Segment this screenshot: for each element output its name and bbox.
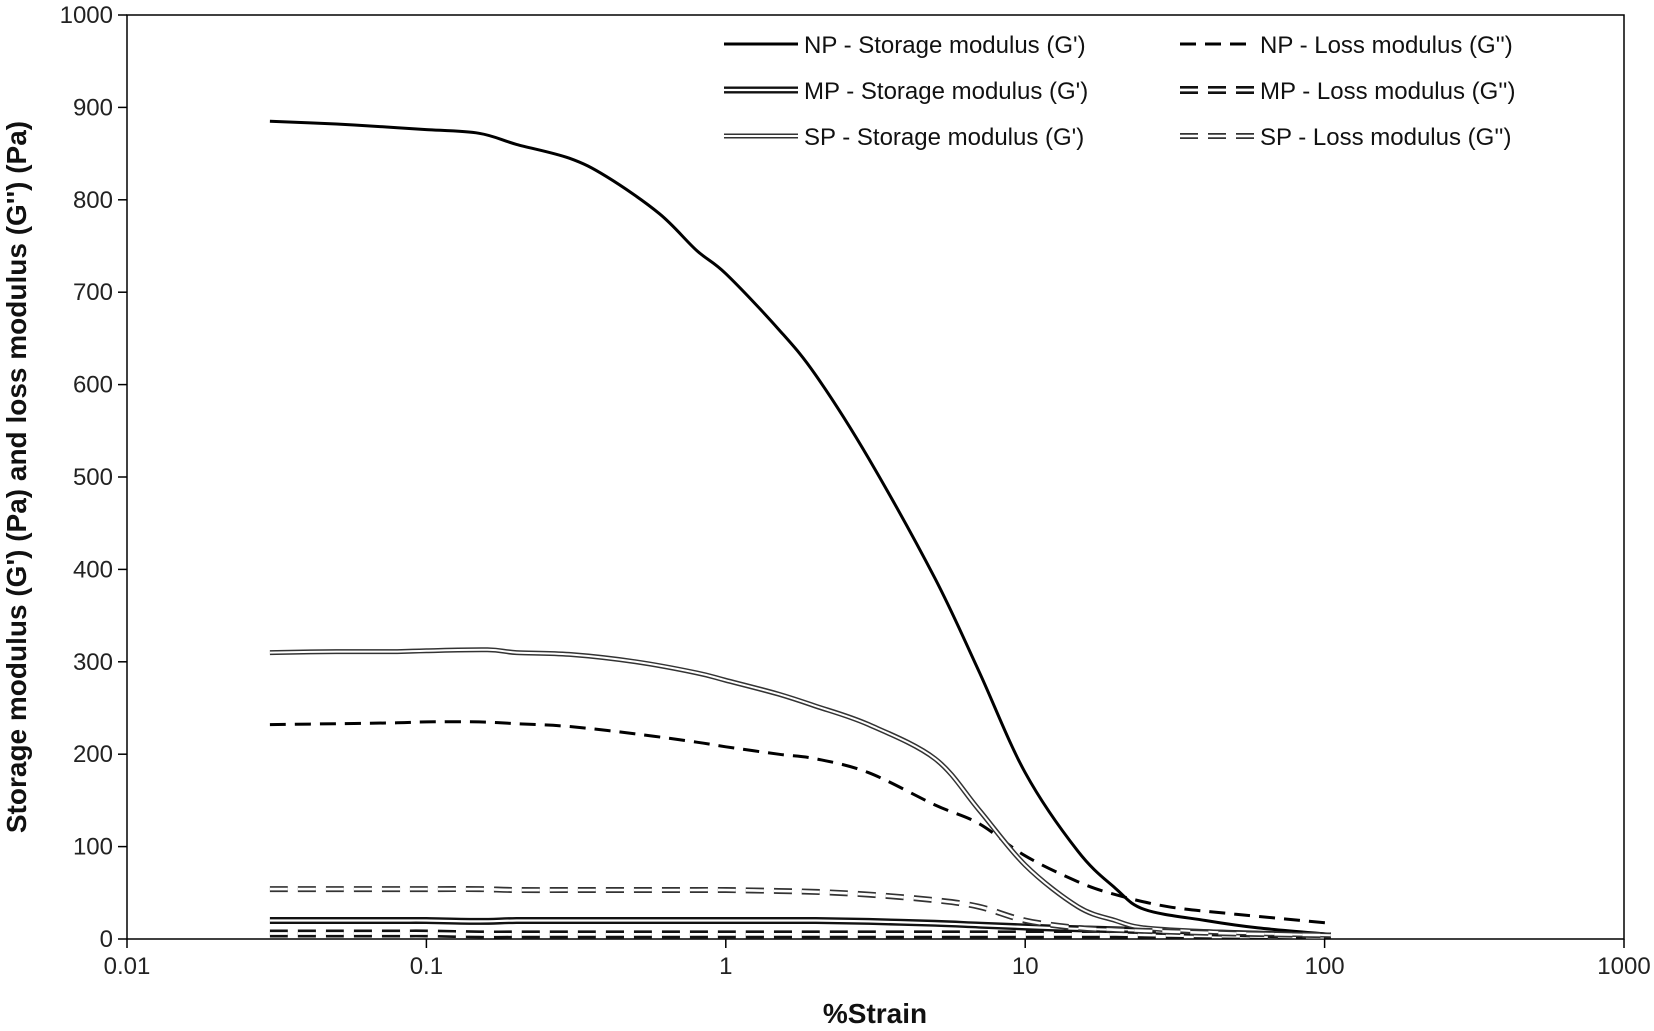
legend-label: NP - Loss modulus (G''): [1260, 32, 1513, 59]
y-tick-label: 800: [73, 187, 113, 214]
series-mp-loss-modulus-g: [269, 929, 1331, 939]
x-axis-title: %Strain: [823, 998, 927, 1029]
series-sp-loss-modulus-g-stroke: [269, 887, 1331, 937]
x-tick-label: 10: [1012, 953, 1039, 980]
series-layer: [269, 119, 1332, 939]
y-tick-label: 500: [73, 464, 113, 491]
legend-label: MP - Storage modulus (G'): [804, 78, 1088, 105]
x-axis: 0.01 0.1 1 10 100 1000: [104, 939, 1651, 980]
y-tick-label: 900: [73, 94, 113, 121]
y-axis: 0 100 200 300 400 500 600 700 800 900 1000: [60, 2, 127, 953]
series-np-loss-modulus-g-stroke: [269, 720, 1332, 925]
series-sp-loss-modulus-g: [269, 886, 1331, 939]
x-tick-label: 0.1: [410, 953, 443, 980]
y-tick-label: 700: [73, 279, 113, 306]
legend-label: SP - Storage modulus (G'): [804, 124, 1084, 151]
legend: NP - Storage modulus (G') NP - Loss modul…: [724, 32, 1515, 151]
y-tick-label: 1000: [60, 2, 113, 29]
y-axis-title: Storage modulus (G') (Pa) and loss modul…: [1, 121, 32, 833]
series-np-storage-modulus-g: [269, 119, 1332, 936]
y-tick-label: 200: [73, 741, 113, 768]
x-tick-label: 100: [1305, 953, 1345, 980]
x-tick-label: 1000: [1597, 953, 1650, 980]
y-tick-label: 600: [73, 372, 113, 399]
series-np-storage-modulus-g-stroke: [269, 119, 1332, 936]
series-np-loss-modulus-g: [269, 720, 1332, 925]
series-sp-storage-modulus-g: [269, 647, 1331, 938]
series-sp-storage-modulus-g-stroke: [269, 647, 1331, 938]
legend-label: NP - Storage modulus (G'): [804, 32, 1086, 59]
legend-label: MP - Loss modulus (G''): [1260, 78, 1515, 105]
y-tick-label: 100: [73, 834, 113, 861]
y-tick-label: 400: [73, 556, 113, 583]
legend-label: SP - Loss modulus (G''): [1260, 124, 1511, 151]
series-sp-storage-modulus-g-stroke: [269, 648, 1331, 937]
y-tick-label: 0: [100, 926, 113, 953]
y-tick-label: 300: [73, 649, 113, 676]
series-mp-loss-modulus-g-stroke: [269, 932, 1331, 939]
x-tick-label: 0.01: [104, 953, 151, 980]
x-tick-label: 1: [719, 953, 732, 980]
plot-area-frame: [126, 14, 1625, 940]
